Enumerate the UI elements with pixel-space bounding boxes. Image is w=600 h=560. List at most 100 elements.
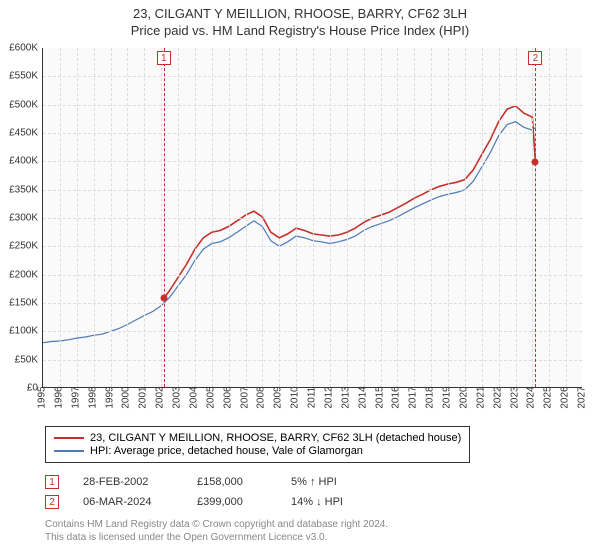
gridline-vertical bbox=[482, 48, 483, 387]
x-axis-label: 2005 bbox=[205, 386, 216, 408]
x-axis-label: 2003 bbox=[172, 386, 183, 408]
sale-marker-dot bbox=[160, 295, 167, 302]
x-axis-label: 2019 bbox=[442, 386, 453, 408]
y-axis-label: £50K bbox=[15, 354, 38, 365]
x-axis-label: 2020 bbox=[458, 386, 469, 408]
y-axis-label: £150K bbox=[9, 298, 38, 309]
gridline-vertical bbox=[195, 48, 196, 387]
chart-container: 23, CILGANT Y MEILLION, RHOOSE, BARRY, C… bbox=[0, 0, 600, 560]
gridline-vertical bbox=[414, 48, 415, 387]
x-axis-label: 2021 bbox=[475, 386, 486, 408]
gridline-vertical bbox=[532, 48, 533, 387]
attribution-line: Contains HM Land Registry data © Crown c… bbox=[45, 518, 388, 531]
x-axis-label: 2011 bbox=[307, 387, 318, 409]
gridline-vertical bbox=[431, 48, 432, 387]
gridline-vertical bbox=[364, 48, 365, 387]
legend: 23, CILGANT Y MEILLION, RHOOSE, BARRY, C… bbox=[45, 426, 470, 463]
chart-area: 12 £0£50K£100K£150K£200K£250K£300K£350K£… bbox=[42, 48, 582, 418]
gridline-vertical bbox=[499, 48, 500, 387]
sale-marker-line bbox=[535, 48, 536, 387]
sale-marker-box: 2 bbox=[528, 51, 542, 65]
gridline-vertical bbox=[448, 48, 449, 387]
legend-row: HPI: Average price, detached house, Vale… bbox=[54, 445, 461, 457]
legend-label: 23, CILGANT Y MEILLION, RHOOSE, BARRY, C… bbox=[90, 432, 461, 444]
x-axis-label: 1998 bbox=[87, 386, 98, 408]
gridline-vertical bbox=[77, 48, 78, 387]
gridline-vertical bbox=[330, 48, 331, 387]
x-axis-label: 2026 bbox=[560, 386, 571, 408]
gridline-vertical bbox=[516, 48, 517, 387]
sale-marker-icon: 2 bbox=[45, 495, 59, 509]
title-main: 23, CILGANT Y MEILLION, RHOOSE, BARRY, C… bbox=[0, 6, 600, 21]
gridline-vertical bbox=[94, 48, 95, 387]
x-axis-label: 2006 bbox=[222, 386, 233, 408]
x-axis-label: 2007 bbox=[239, 386, 250, 408]
x-axis-label: 2025 bbox=[543, 386, 554, 408]
sale-price: £158,000 bbox=[197, 476, 267, 488]
sales-table: 1 28-FEB-2002 £158,000 5% ↑ HPI 2 06-MAR… bbox=[45, 472, 381, 512]
x-axis-label: 2016 bbox=[391, 386, 402, 408]
sale-pct-vs-hpi: 14% ↓ HPI bbox=[291, 496, 381, 508]
sale-marker-line bbox=[164, 48, 165, 387]
x-axis-label: 1999 bbox=[104, 386, 115, 408]
gridline-vertical bbox=[381, 48, 382, 387]
y-axis-label: £100K bbox=[9, 326, 38, 337]
y-axis-label: £200K bbox=[9, 269, 38, 280]
x-axis-label: 2027 bbox=[577, 386, 588, 408]
gridline-vertical bbox=[212, 48, 213, 387]
sale-date: 28-FEB-2002 bbox=[83, 476, 173, 488]
y-axis-label: £450K bbox=[9, 128, 38, 139]
gridline-vertical bbox=[313, 48, 314, 387]
sale-marker-box: 1 bbox=[157, 51, 171, 65]
legend-swatch bbox=[54, 450, 84, 452]
gridline-vertical bbox=[127, 48, 128, 387]
y-axis-label: £550K bbox=[9, 71, 38, 82]
y-axis-label: £400K bbox=[9, 156, 38, 167]
x-axis-label: 2017 bbox=[408, 386, 419, 408]
sale-marker-icon: 1 bbox=[45, 475, 59, 489]
gridline-vertical bbox=[465, 48, 466, 387]
x-axis-label: 2012 bbox=[323, 386, 334, 408]
gridline-vertical bbox=[296, 48, 297, 387]
x-axis-label: 1997 bbox=[70, 386, 81, 408]
x-axis-label: 2018 bbox=[425, 386, 436, 408]
gridline-vertical bbox=[279, 48, 280, 387]
gridline-vertical bbox=[161, 48, 162, 387]
y-axis-label: £500K bbox=[9, 99, 38, 110]
plot: 12 bbox=[42, 48, 582, 388]
gridline-vertical bbox=[178, 48, 179, 387]
sale-pct-vs-hpi: 5% ↑ HPI bbox=[291, 476, 381, 488]
gridline-vertical bbox=[549, 48, 550, 387]
sales-row: 1 28-FEB-2002 £158,000 5% ↑ HPI bbox=[45, 472, 381, 492]
series-line-property bbox=[164, 106, 536, 299]
x-axis-label: 1995 bbox=[37, 386, 48, 408]
x-axis-label: 2014 bbox=[357, 386, 368, 408]
gridline-vertical bbox=[60, 48, 61, 387]
x-axis-label: 2008 bbox=[256, 386, 267, 408]
gridline-vertical bbox=[246, 48, 247, 387]
x-axis-label: 1996 bbox=[53, 386, 64, 408]
x-axis-label: 2004 bbox=[188, 386, 199, 408]
sale-date: 06-MAR-2024 bbox=[83, 496, 173, 508]
x-axis-label: 2009 bbox=[273, 386, 284, 408]
x-axis-label: 2023 bbox=[509, 386, 520, 408]
legend-label: HPI: Average price, detached house, Vale… bbox=[90, 445, 363, 457]
attribution: Contains HM Land Registry data © Crown c… bbox=[45, 518, 388, 544]
x-axis-label: 2013 bbox=[340, 386, 351, 408]
x-axis-label: 2000 bbox=[121, 386, 132, 408]
title-block: 23, CILGANT Y MEILLION, RHOOSE, BARRY, C… bbox=[0, 0, 600, 38]
attribution-line: This data is licensed under the Open Gov… bbox=[45, 531, 388, 544]
gridline-vertical bbox=[229, 48, 230, 387]
x-axis-label: 2001 bbox=[138, 386, 149, 408]
y-axis-label: £300K bbox=[9, 213, 38, 224]
gridline-vertical bbox=[111, 48, 112, 387]
x-axis-label: 2010 bbox=[290, 386, 301, 408]
sales-row: 2 06-MAR-2024 £399,000 14% ↓ HPI bbox=[45, 492, 381, 512]
legend-row: 23, CILGANT Y MEILLION, RHOOSE, BARRY, C… bbox=[54, 432, 461, 444]
x-axis-label: 2002 bbox=[155, 386, 166, 408]
x-axis-label: 2024 bbox=[526, 386, 537, 408]
y-axis-label: £600K bbox=[9, 43, 38, 54]
gridline-vertical bbox=[144, 48, 145, 387]
gridline-vertical bbox=[566, 48, 567, 387]
sale-price: £399,000 bbox=[197, 496, 267, 508]
